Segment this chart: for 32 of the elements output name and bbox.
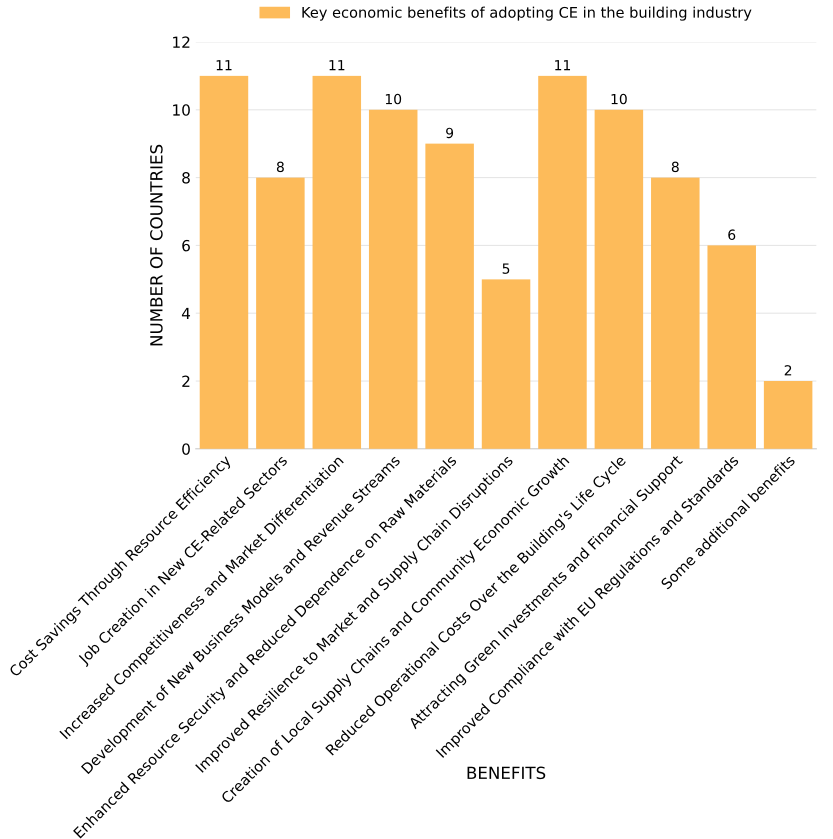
bar [368,110,418,449]
x-axis-title: BENEFITS [468,766,546,780]
bar [256,178,305,449]
data-label: 9 [446,128,454,138]
y-tick-label: 4 [182,308,190,320]
bar [764,381,812,449]
data-label: 11 [555,60,570,70]
data-label: 8 [672,162,679,172]
y-tick-label: 8 [182,172,190,184]
bar [594,110,644,449]
data-label: 10 [612,94,627,104]
bar [425,144,474,449]
data-label: 11 [329,60,344,70]
data-label: 6 [728,229,736,240]
y-tick-label: 10 [173,104,190,116]
y-tick-label: 2 [182,376,190,387]
data-label: 11 [216,60,232,70]
bar [651,178,700,449]
bar [482,279,530,449]
legend-label: Key economic benefits of adopting CE in the building industry [302,6,752,21]
bar [707,245,756,449]
bar [312,76,362,449]
y-tick-label: 6 [182,240,190,252]
y-axis-title: NUMBER OF COUNTRIES [150,144,163,346]
bar [200,76,248,449]
data-label: 5 [502,264,510,274]
data-label: 10 [386,94,402,104]
data-label: 8 [276,162,284,172]
y-tick-label: 12 [173,36,190,48]
bar [538,76,587,449]
y-tick-label: 0 [182,443,190,455]
data-label: 2 [784,365,792,376]
